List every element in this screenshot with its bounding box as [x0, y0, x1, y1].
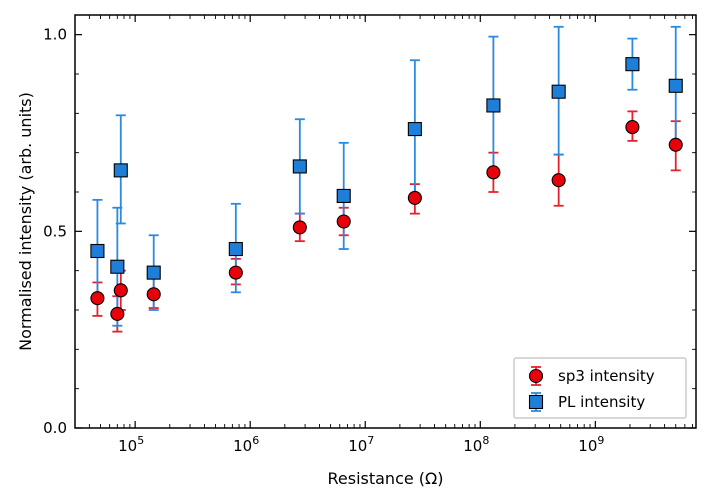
data-point [113, 283, 128, 298]
legend-label: sp3 intensity [558, 367, 655, 385]
y-axis-title: Normalised intensity (arb. units) [16, 92, 35, 351]
x-tick-label: 107 [348, 434, 374, 455]
y-tick-label: 1.0 [43, 26, 67, 44]
data-point [486, 98, 501, 113]
legend-label: PL intensity [558, 393, 645, 411]
data-point [625, 120, 640, 135]
data-point [113, 163, 128, 178]
x-tick-label: 109 [578, 434, 604, 455]
labels-layer: 105 106 107 108 109 0.0 0.5 1.0 [43, 26, 604, 455]
legend-box [513, 357, 687, 419]
data-point [668, 137, 683, 152]
x-tick-label: 106 [233, 434, 259, 455]
data-point [407, 190, 422, 205]
legend: sp3 intensity PL intensity [513, 357, 687, 419]
series-layer [90, 25, 683, 333]
x-tick-label: 108 [463, 434, 489, 455]
y-tick-label: 0.5 [43, 222, 67, 240]
data-point [551, 173, 566, 188]
data-point [110, 306, 125, 321]
plot-frame [74, 14, 697, 429]
data-point [336, 188, 351, 203]
data-point [228, 241, 243, 257]
data-point [407, 122, 422, 137]
data-point [625, 57, 640, 72]
data-point [292, 159, 307, 174]
data-point [110, 259, 125, 274]
y-tick-label: 0.0 [43, 419, 67, 437]
data-point [146, 265, 161, 280]
data-point [551, 84, 566, 99]
legend-marker [528, 368, 544, 384]
data-point [146, 287, 161, 302]
x-axis-title: Resistance (Ω) [327, 469, 443, 488]
data-point [668, 78, 683, 93]
data-point [292, 220, 307, 235]
legend-marker [528, 394, 544, 410]
markers-sp3 [90, 120, 683, 321]
data-point [228, 265, 243, 280]
data-point [486, 165, 501, 180]
data-point [336, 214, 351, 229]
x-tick-label: 105 [118, 434, 144, 455]
data-point [90, 243, 105, 259]
markers-pl [90, 57, 683, 280]
data-point [90, 291, 105, 306]
